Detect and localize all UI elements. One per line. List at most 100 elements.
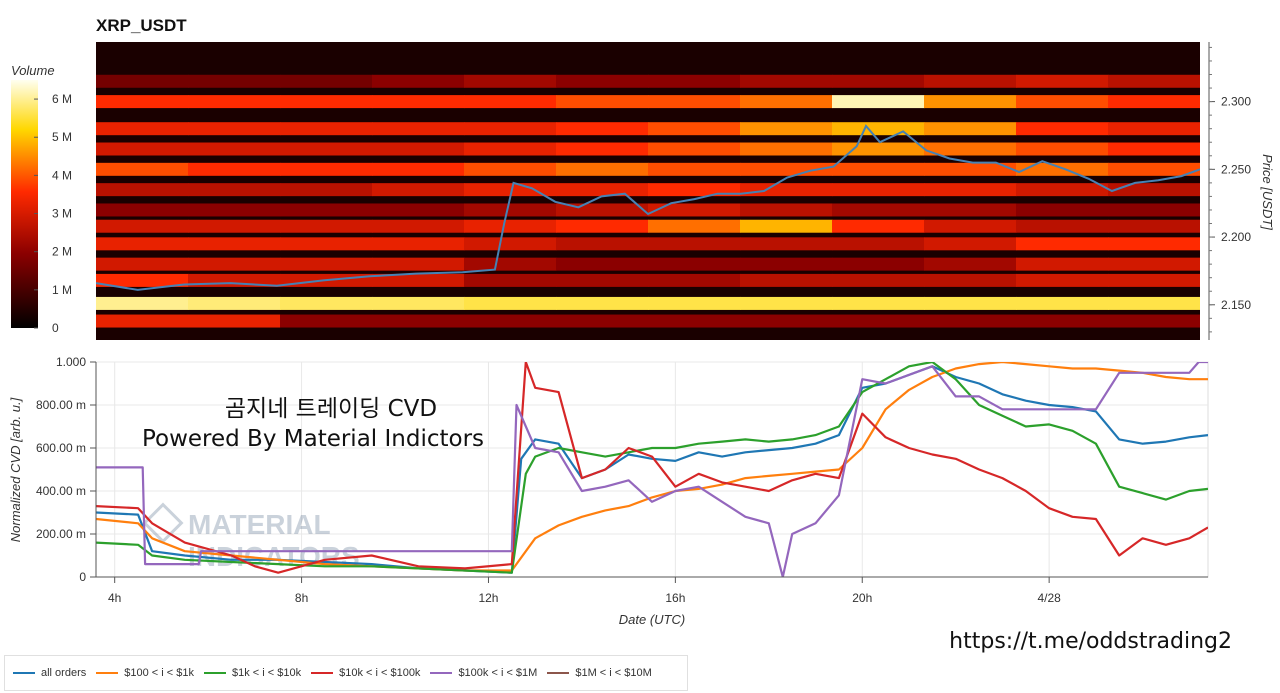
- heatmap-cell: [924, 162, 1017, 176]
- heatmap-cell: [1108, 203, 1200, 217]
- legend-item[interactable]: all orders: [13, 667, 86, 679]
- cvd-plot-area: [95, 361, 1209, 578]
- heatmap-cell: [740, 74, 833, 88]
- colorbar-label: Volume: [11, 63, 55, 78]
- heatmap-cell: [648, 74, 741, 88]
- telegram-link[interactable]: https://t.me/oddstrading2: [949, 629, 1232, 654]
- heatmap-cell: [740, 273, 833, 287]
- heatmap-cell: [1108, 162, 1200, 176]
- heatmap-cell: [1108, 74, 1200, 88]
- legend-swatch: [430, 672, 453, 674]
- heatmap-cell: [924, 122, 1017, 136]
- heatmap-cell: [648, 257, 741, 271]
- heatmap-cell: [280, 162, 373, 176]
- heatmap-cell: [188, 162, 281, 176]
- heatmap-cell: [1016, 273, 1109, 287]
- heatmap-cell: [648, 296, 741, 310]
- colorbar-tick-label: 5 M: [52, 130, 72, 144]
- legend-item[interactable]: $100k < i < $1M: [430, 667, 537, 679]
- colorbar-ticks: 0 1 M 2 M 3 M 4 M 5 M 6 M: [34, 92, 72, 335]
- legend-label: $1k < i < $10k: [231, 667, 302, 679]
- heatmap-cell: [280, 257, 373, 271]
- cvd-y-tick-label: 400.00 m: [36, 484, 86, 498]
- heatmap-cell: [464, 237, 557, 251]
- heatmap-cell: [740, 314, 833, 328]
- heatmap-cell: [740, 142, 833, 156]
- heatmap-cell: [372, 219, 465, 233]
- heatmap-cells: [96, 74, 1200, 328]
- cvd-series-line: [96, 362, 1208, 574]
- legend-label: all orders: [41, 667, 87, 679]
- heatmap-cell: [1016, 296, 1109, 310]
- heatmap-cell: [1108, 273, 1200, 287]
- heatmap-cell: [372, 237, 465, 251]
- heatmap-cell: [372, 142, 465, 156]
- price-tick-label: 2.200: [1221, 230, 1251, 244]
- price-line: [96, 124, 1200, 291]
- cvd-series-line: [96, 362, 1208, 577]
- heatmap-cell: [924, 74, 1017, 88]
- price-axis-label: Price [USDT]: [1260, 154, 1275, 230]
- heatmap-cell: [740, 296, 833, 310]
- heatmap-cell: [556, 219, 649, 233]
- heatmap-cell: [96, 203, 189, 217]
- heatmap-cell: [1016, 74, 1109, 88]
- cvd-series-line: [96, 362, 1208, 574]
- heatmap-cell: [280, 219, 373, 233]
- heatmap-cell: [1108, 296, 1200, 310]
- heatmap-cell: [372, 122, 465, 136]
- heatmap-cell: [188, 237, 281, 251]
- heatmap-cell: [1016, 219, 1109, 233]
- legend-item[interactable]: $100 < i < $1k: [96, 667, 194, 679]
- heatmap-cell: [464, 203, 557, 217]
- cvd-y-axis-label: Normalized CVD [arb. u.]: [8, 397, 23, 542]
- heatmap-cell: [188, 219, 281, 233]
- heatmap-cell: [372, 257, 465, 271]
- heatmap-cell: [280, 183, 373, 197]
- cvd-x-tick-label: 4h: [108, 591, 121, 605]
- heatmap-cell: [740, 257, 833, 271]
- heatmap-cell: [464, 162, 557, 176]
- heatmap-cell: [556, 183, 649, 197]
- heatmap-cell: [280, 95, 373, 109]
- heatmap-cell: [648, 314, 741, 328]
- price-axis: 2.150 2.200 2.250 2.300 Price [USDT]: [1208, 42, 1275, 340]
- overlay-subtitle: Powered By Material Indictors: [142, 426, 484, 452]
- heatmap-cell: [464, 183, 557, 197]
- price-tick-label: 2.150: [1221, 298, 1251, 312]
- legend-item[interactable]: $10k < i < $100k: [311, 667, 420, 679]
- heatmap-cell: [832, 257, 925, 271]
- heatmap-cell: [96, 142, 189, 156]
- cvd-y-tick-label: 200.00 m: [36, 527, 86, 541]
- heatmap-cell: [556, 74, 649, 88]
- heatmap-cell: [556, 122, 649, 136]
- colorbar-tick-label: 1 M: [52, 283, 72, 297]
- heatmap-cell: [280, 142, 373, 156]
- heatmap-cell: [464, 296, 557, 310]
- heatmap-cell: [556, 257, 649, 271]
- heatmap-cell: [832, 273, 925, 287]
- cvd-x-tick-label: 12h: [478, 591, 498, 605]
- heatmap-cell: [924, 273, 1017, 287]
- heatmap-cell: [464, 95, 557, 109]
- legend-item[interactable]: $1k < i < $10k: [203, 667, 302, 679]
- heatmap-cell: [464, 142, 557, 156]
- heatmap-cell: [188, 314, 281, 328]
- heatmap-cell: [372, 203, 465, 217]
- heatmap-cell: [96, 74, 189, 88]
- heatmap-cell: [556, 95, 649, 109]
- heatmap-cell: [280, 203, 373, 217]
- cvd-x-tick-label: 4/28: [1037, 591, 1061, 605]
- legend-label: $100 < i < $1k: [124, 667, 194, 679]
- heatmap-cell: [280, 122, 373, 136]
- colorbar-tick-label: 4 M: [52, 168, 72, 182]
- legend-item[interactable]: $1M < i < $10M: [547, 667, 652, 679]
- heatmap-cell: [556, 273, 649, 287]
- heatmap-cell: [1108, 314, 1200, 328]
- colorbar-tick-label: 3 M: [52, 207, 72, 221]
- heatmap-cell: [1108, 122, 1200, 136]
- heatmap-cell: [648, 122, 741, 136]
- heatmap-cell: [280, 314, 373, 328]
- cvd-x-tick-label: 8h: [295, 591, 308, 605]
